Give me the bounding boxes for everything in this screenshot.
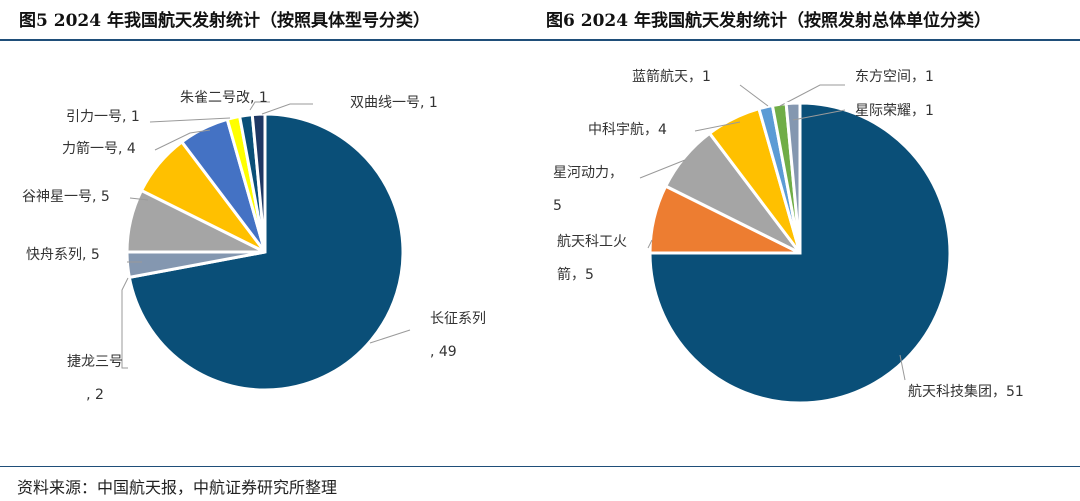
leader-line-0-0 [369, 329, 411, 344]
chart-title-left: 图5 2024 年我国航天发射统计（按照具体型号分类） [19, 11, 430, 31]
slice-label-0-1-1: , 2 [86, 387, 104, 403]
slice-label-0-7-0: 双曲线一号, 1 [350, 95, 438, 111]
leader-line-0-5 [149, 117, 231, 123]
slice-label-1-2-1: 5 [553, 198, 562, 214]
leader-line-0-4 [154, 129, 211, 151]
slice-label-0-4-0: 力箭一号, 4 [62, 140, 136, 157]
header-divider [0, 39, 1080, 41]
leader-line-1-2 [639, 159, 686, 179]
slice-label-0-1-0: 捷龙三号 [67, 354, 123, 370]
leader-line-0-7 [261, 103, 313, 115]
leader-line-0-6 [249, 101, 270, 111]
chart-title-right: 图6 2024 年我国航天发射统计（按照发射总体单位分类） [546, 11, 991, 31]
leader-line-1-5 [779, 84, 845, 107]
footer-divider [0, 466, 1080, 467]
pie-charts: 长征系列 , 49 捷龙三号 , 2 快舟系列, 5 谷神星一号, 5 力箭一号, 4 引力一… [22, 68, 1024, 405]
slice-label-0-5-0: 引力一号, 1 [66, 109, 140, 125]
leader-line-1-4 [739, 84, 769, 107]
slice-label-1-3-0: 中科宇航，4 [588, 122, 667, 138]
slice-label-1-2-0: 星河动力， [553, 165, 623, 181]
source-note: 资料来源：中国航天报，中航证券研究所整理 [17, 478, 338, 497]
leader-line-0-1 [121, 277, 129, 369]
slice-label-0-2-0: 快舟系列, 5 [26, 247, 100, 263]
leader-line-0-3 [129, 197, 149, 201]
leader-line-1-1 [647, 239, 653, 249]
slice-label-1-4-0: 蓝箭航天，1 [632, 68, 711, 85]
leader-line-1-3 [694, 121, 741, 132]
pie-slice-0-7 [250, 112, 267, 253]
slice-label-0-0-0: 长征系列 [430, 311, 486, 327]
slice-label-1-6-0: 星际荣耀，1 [855, 103, 934, 119]
slice-label-0-3-0: 谷神星一号, 5 [22, 189, 110, 205]
slice-label-1-1-0: 航天科工火 [557, 234, 627, 250]
slice-label-1-0-0: 航天科技集团，51 [908, 383, 1024, 400]
slice-label-0-0-1: , 49 [430, 344, 457, 360]
pie-slice-1-6 [784, 101, 802, 254]
pie-slice-1-0 [648, 101, 952, 405]
slice-label-0-6-0: 朱雀二号改, 1 [180, 90, 268, 106]
slice-label-1-1-1: 箭，5 [557, 266, 594, 283]
slice-label-1-5-0: 东方空间，1 [855, 69, 934, 85]
leader-line-1-6 [792, 109, 846, 121]
leader-line-1-0 [899, 354, 906, 381]
